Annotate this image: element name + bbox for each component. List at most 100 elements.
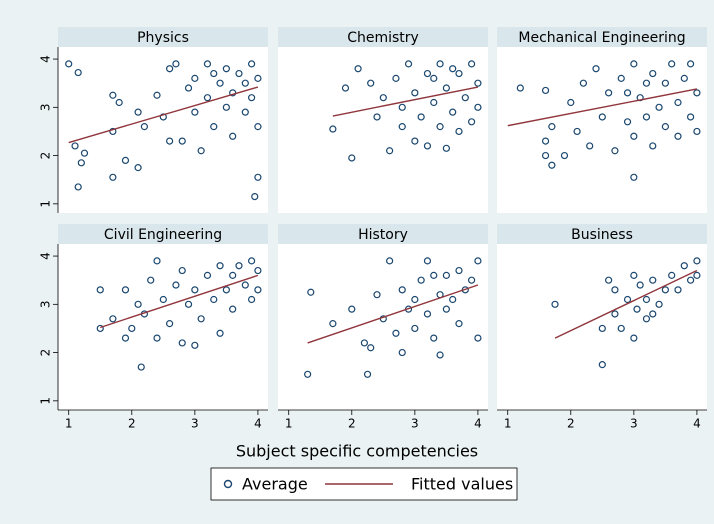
point: [455, 320, 463, 328]
x-tick-label: 3: [630, 417, 638, 431]
x-tick-label: 4: [693, 417, 701, 431]
point: [623, 89, 632, 97]
point: [203, 60, 212, 68]
point: [674, 286, 682, 294]
point: [248, 94, 256, 102]
point: [442, 271, 450, 279]
point: [166, 137, 174, 145]
point: [115, 98, 123, 107]
x-tick-label: 2: [128, 417, 136, 431]
point: [586, 142, 594, 150]
point: [348, 305, 356, 313]
fitted-line: [100, 274, 259, 329]
point: [178, 137, 186, 145]
point: [668, 271, 676, 279]
point: [398, 348, 406, 357]
point: [74, 68, 82, 77]
point: [430, 74, 438, 82]
point: [184, 300, 193, 308]
fitted-line: [307, 284, 479, 344]
point: [617, 74, 625, 82]
point: [235, 69, 243, 78]
point: [248, 60, 256, 68]
y-tick-label: 4: [39, 252, 53, 260]
point: [241, 79, 249, 87]
point: [71, 142, 79, 150]
point: [661, 286, 669, 294]
point: [674, 132, 682, 140]
legend-label: Fitted values: [411, 475, 513, 494]
point: [109, 127, 117, 136]
point: [134, 164, 142, 172]
point: [178, 339, 186, 347]
fitted-line: [507, 88, 698, 127]
point: [398, 123, 406, 131]
point: [411, 324, 419, 333]
y-tick-label: 3: [39, 300, 53, 308]
point: [254, 286, 262, 294]
point: [307, 288, 315, 296]
panel-strip: [278, 224, 488, 244]
panel-strip: [497, 224, 707, 244]
point: [630, 60, 638, 68]
point: [630, 271, 638, 279]
point: [567, 98, 575, 107]
point: [693, 271, 701, 279]
point: [579, 79, 587, 87]
point: [423, 257, 432, 265]
point: [153, 257, 161, 265]
point: [605, 89, 613, 97]
point: [611, 147, 619, 155]
point: [636, 281, 644, 289]
point: [216, 262, 224, 270]
y-tick-label: 1: [39, 200, 53, 208]
point: [254, 74, 262, 82]
point: [468, 60, 476, 68]
point: [392, 329, 400, 337]
y-tick-label: 4: [39, 55, 53, 63]
x-tick-label: 3: [191, 417, 199, 431]
point: [210, 295, 218, 304]
point: [379, 94, 387, 102]
plot-area: [278, 244, 488, 410]
point: [398, 286, 406, 294]
point: [360, 339, 368, 347]
point: [216, 329, 224, 337]
point: [680, 74, 688, 82]
point: [592, 65, 600, 73]
point: [222, 286, 230, 294]
point: [96, 324, 104, 333]
legend-marker: [223, 479, 233, 489]
point: [423, 69, 432, 78]
point: [541, 137, 550, 145]
point: [573, 127, 581, 136]
point: [633, 305, 641, 313]
point: [630, 132, 638, 140]
point: [363, 370, 372, 378]
point: [191, 108, 199, 116]
panel-strip: [58, 27, 268, 47]
fitted-line: [554, 269, 698, 339]
point: [203, 271, 212, 279]
point: [449, 65, 457, 73]
point: [598, 324, 606, 333]
point: [386, 257, 394, 265]
x-tick-label: 1: [285, 417, 293, 431]
point: [455, 127, 463, 136]
y-tick-label: 2: [39, 349, 53, 357]
point: [197, 147, 205, 155]
point: [178, 266, 186, 275]
y-tick-label: 3: [39, 103, 53, 111]
point: [541, 86, 550, 95]
point: [80, 149, 89, 157]
point: [668, 60, 676, 68]
point: [649, 310, 657, 318]
point: [137, 363, 145, 371]
point: [254, 266, 262, 275]
point: [661, 79, 669, 87]
point: [229, 271, 237, 279]
plot-area: [58, 244, 268, 410]
point: [121, 156, 130, 165]
point: [210, 123, 218, 131]
point: [140, 123, 148, 131]
